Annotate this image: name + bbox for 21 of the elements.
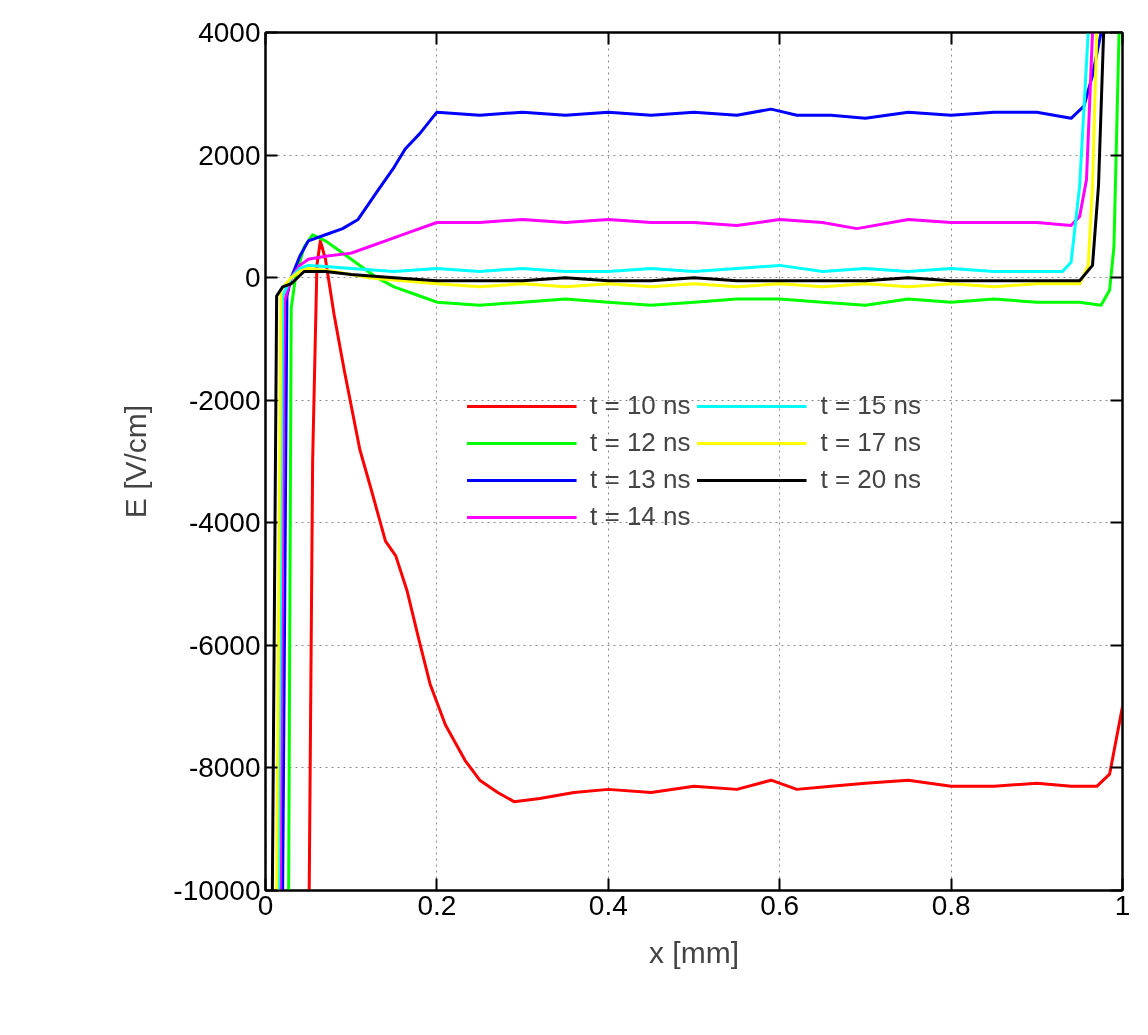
y-tick-label: -2000 bbox=[188, 384, 261, 416]
legend-label: t = 10 ns bbox=[590, 390, 691, 421]
legend-label: t = 20 ns bbox=[820, 464, 921, 495]
x-tick-label: 0.6 bbox=[760, 889, 800, 921]
x-tick-label: 0.2 bbox=[417, 889, 457, 921]
legend-label: t = 13 ns bbox=[590, 464, 691, 495]
x-tick-label: 1 bbox=[1114, 889, 1131, 921]
y-tick-label: -8000 bbox=[188, 752, 261, 784]
x-tick-label: 0.8 bbox=[931, 889, 971, 921]
y-tick-label: 0 bbox=[244, 262, 261, 294]
legend-label: t = 12 ns bbox=[590, 427, 691, 458]
x-tick-label: 0.4 bbox=[588, 889, 628, 921]
y-tick-label: -4000 bbox=[188, 507, 261, 539]
y-tick-label: 2000 bbox=[198, 139, 261, 171]
legend-label: t = 14 ns bbox=[590, 501, 691, 532]
y-tick-label: 4000 bbox=[198, 17, 261, 48]
legend-label: t = 17 ns bbox=[820, 427, 921, 458]
y-tick-label: -6000 bbox=[188, 629, 261, 661]
x-axis-title: x [mm] bbox=[649, 935, 740, 969]
y-axis-title: E [V/cm] bbox=[119, 404, 153, 519]
legend-label: t = 15 ns bbox=[820, 390, 921, 421]
